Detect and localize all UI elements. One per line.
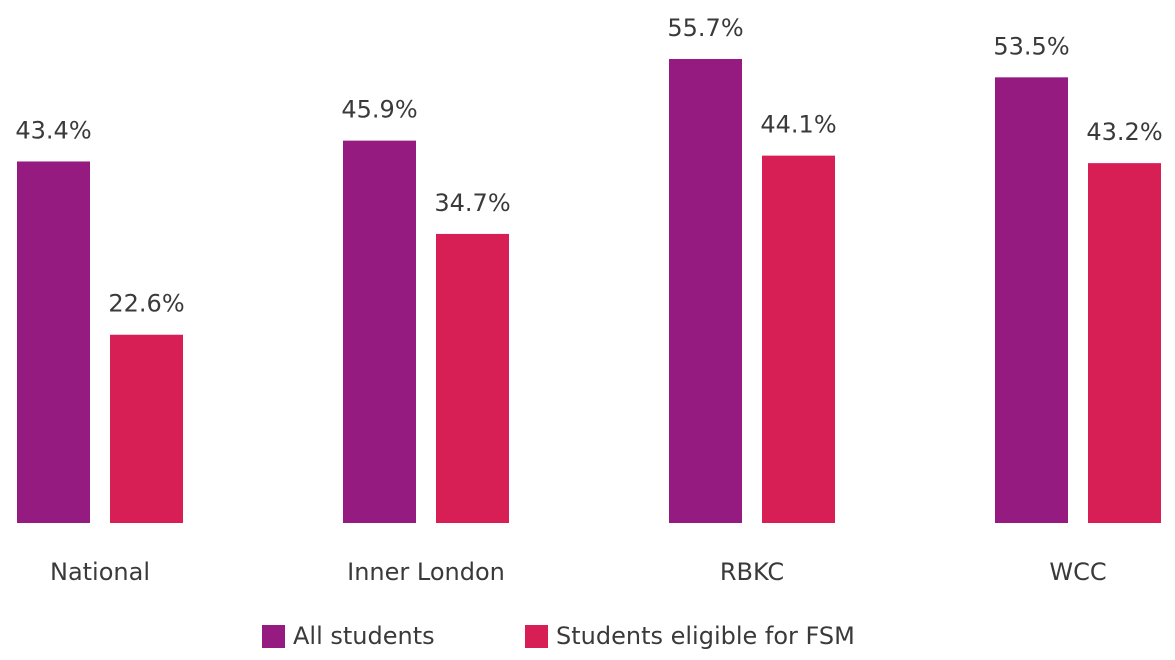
legend-swatch [525,625,548,648]
data-label: 45.9% [341,96,417,124]
bar [995,77,1068,523]
data-label: 22.6% [108,290,184,318]
data-label: 43.4% [15,116,91,144]
data-label: 43.2% [1086,118,1162,146]
bar [110,334,183,523]
bar [762,155,835,523]
bar [436,233,509,523]
data-label: 55.7% [667,14,743,42]
legend-label: Students eligible for FSM [556,622,855,650]
legend-label: All students [293,622,435,650]
data-label: 34.7% [434,189,510,217]
x-tick-label: National [50,558,150,586]
bar [669,59,742,523]
x-tick-label: WCC [1049,558,1106,586]
data-label: 44.1% [760,111,836,139]
x-tick-label: RBKC [720,558,784,586]
data-label: 53.5% [993,32,1069,60]
bar [343,140,416,524]
bar [1088,163,1161,523]
x-tick-label: Inner London [347,558,505,586]
legend-swatch [262,625,285,648]
bar [17,161,90,523]
